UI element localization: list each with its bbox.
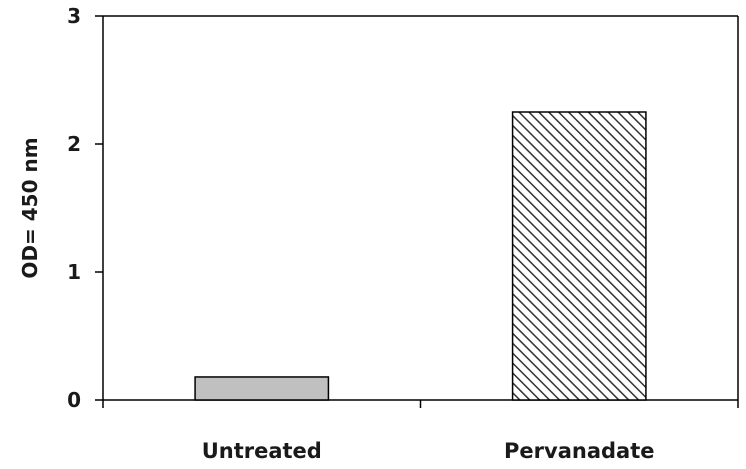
y-tick-label: 0 [67,388,81,412]
bar-untreated [194,376,330,401]
y-tick-label: 2 [67,132,81,156]
y-axis-label: OD= 450 nm [18,137,42,278]
x-category-label: Pervanadate [504,439,654,463]
plot-area: 0 1 2 3 Untreated Pervanadate [67,4,739,463]
bar-pervanadate [511,111,647,401]
y-tick-label: 3 [67,4,81,28]
y-tick-label: 1 [67,260,81,284]
x-category-label: Untreated [202,439,322,463]
